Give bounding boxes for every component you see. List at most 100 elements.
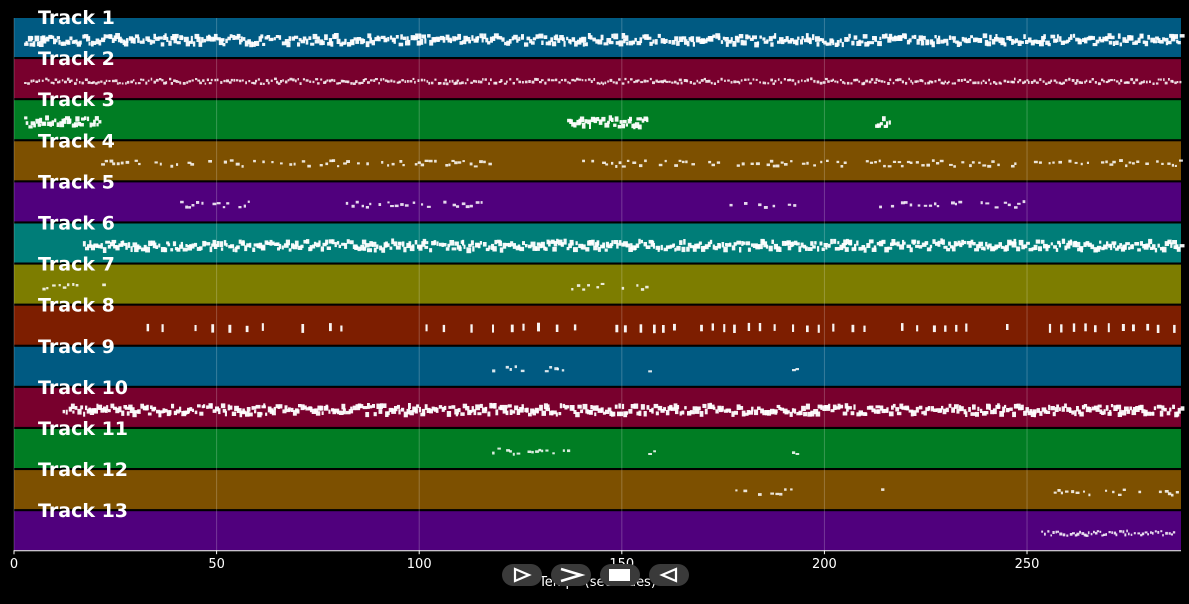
note (307, 164, 311, 168)
note (770, 78, 773, 82)
note (658, 163, 663, 167)
note (601, 116, 606, 122)
note (697, 38, 700, 43)
note (1087, 531, 1090, 535)
note (879, 36, 882, 40)
note (244, 40, 249, 47)
note (74, 82, 77, 85)
note (298, 38, 302, 42)
stop-button[interactable] (600, 564, 640, 586)
note (314, 408, 319, 413)
note (1055, 81, 1058, 84)
note (571, 122, 575, 127)
note (599, 82, 601, 85)
note (1108, 40, 1113, 45)
note (232, 35, 236, 40)
note (1111, 531, 1113, 534)
note (776, 246, 781, 252)
note (491, 403, 495, 409)
note (258, 242, 263, 249)
note (464, 82, 467, 85)
note (1123, 81, 1127, 84)
note (846, 238, 849, 245)
note (817, 246, 820, 252)
note (1053, 79, 1057, 82)
note (260, 34, 264, 39)
note (77, 408, 82, 415)
note (982, 79, 985, 82)
note (679, 240, 683, 245)
note (1088, 35, 1093, 40)
note (24, 116, 28, 120)
note (801, 36, 804, 40)
note (289, 77, 293, 81)
note (84, 116, 87, 120)
note (271, 410, 276, 416)
note (45, 77, 48, 81)
note (714, 245, 718, 251)
note (107, 409, 111, 413)
note (108, 80, 111, 82)
note (604, 122, 610, 128)
note (213, 33, 218, 40)
back-button[interactable] (649, 564, 689, 586)
note (267, 81, 270, 85)
note (536, 242, 541, 246)
note (989, 82, 992, 85)
note (664, 159, 667, 163)
note (201, 37, 204, 43)
note (1014, 206, 1018, 209)
forward-button[interactable] (551, 564, 591, 586)
note (692, 245, 697, 252)
note (760, 408, 764, 414)
note (270, 79, 273, 82)
note (649, 77, 652, 81)
note (1161, 246, 1167, 253)
note (970, 239, 974, 245)
note (116, 162, 120, 166)
note (27, 82, 30, 85)
note (864, 412, 868, 416)
note (602, 411, 606, 415)
note (1004, 404, 1007, 408)
note (387, 411, 390, 416)
note (1156, 324, 1160, 333)
note (512, 243, 516, 249)
note (611, 161, 614, 165)
note (1142, 40, 1146, 44)
note (969, 164, 972, 168)
note (832, 404, 837, 410)
track-notes-11 (492, 447, 800, 456)
note (825, 42, 829, 46)
note (758, 244, 763, 250)
note (433, 240, 437, 245)
note (940, 39, 945, 44)
note (1041, 407, 1047, 412)
note (107, 244, 111, 249)
note (709, 402, 712, 409)
note (155, 78, 159, 82)
note (496, 35, 501, 40)
note (266, 241, 271, 245)
note (881, 34, 886, 39)
note (1109, 410, 1112, 415)
note (210, 36, 214, 42)
note (1088, 80, 1092, 83)
play-button[interactable] (502, 564, 542, 586)
note (361, 204, 364, 208)
note (194, 242, 198, 247)
note (369, 202, 372, 206)
note (902, 239, 905, 246)
note (380, 35, 386, 39)
note (780, 81, 783, 84)
note (582, 159, 585, 163)
note (1093, 530, 1095, 534)
note (1058, 242, 1061, 248)
note (1172, 240, 1177, 245)
note (230, 244, 235, 249)
note (736, 240, 741, 245)
note (100, 80, 103, 83)
note (610, 411, 614, 417)
note (751, 406, 754, 412)
